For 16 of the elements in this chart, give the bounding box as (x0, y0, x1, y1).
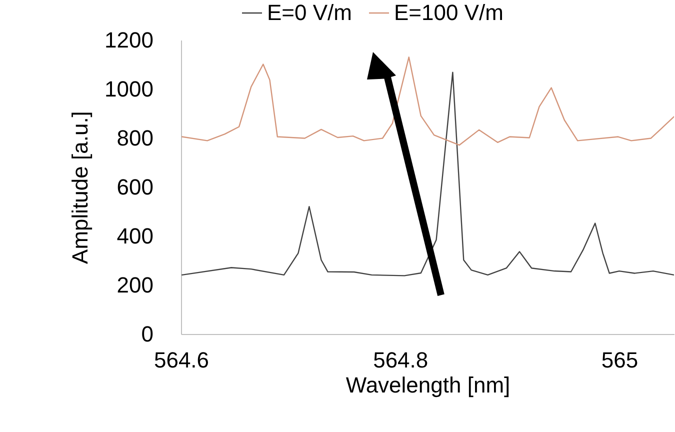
x-tick-label: 565 (601, 348, 638, 372)
y-tick-label: 800 (116, 126, 154, 150)
y-tick-label: 200 (116, 272, 154, 298)
y-tick-label: 600 (116, 174, 154, 200)
y-tick-label: 1200 (104, 28, 154, 52)
legend-label: E=100 V/m (394, 0, 504, 25)
x-tick-label: 564.8 (373, 348, 428, 372)
x-tick-label: 564.6 (154, 348, 210, 372)
y-tick-label: 1000 (104, 76, 154, 102)
y-axis-title: Amplitude [a.u.] (68, 111, 93, 264)
x-axis-title: Wavelength [nm] (346, 372, 510, 398)
line-series (181, 56, 674, 146)
line-series (181, 72, 674, 276)
y-tick-label: 0 (141, 322, 154, 346)
legend-label: E=0 V/m (267, 0, 352, 25)
y-tick-label: 400 (116, 224, 154, 248)
